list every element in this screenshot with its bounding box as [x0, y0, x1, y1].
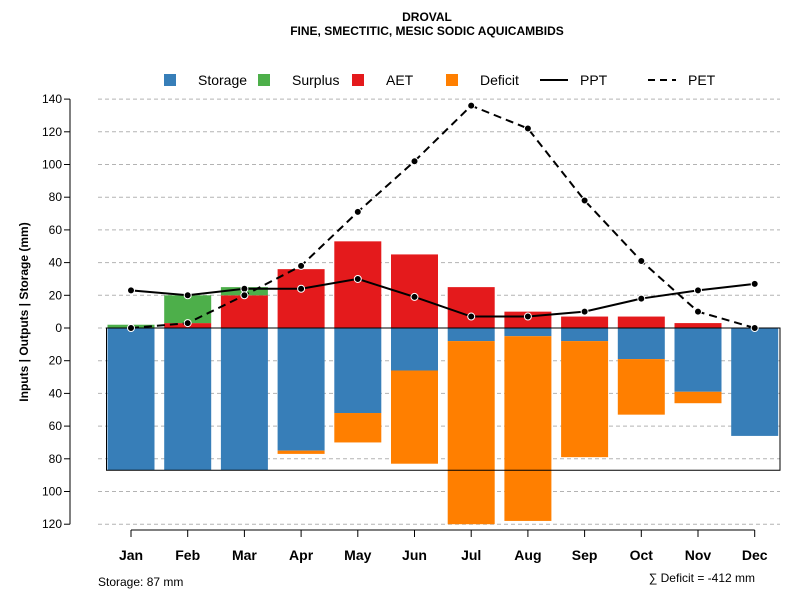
storage-bar [277, 328, 325, 451]
x-tick-label: Dec [742, 547, 768, 563]
x-tick-label: Oct [630, 547, 654, 563]
ppt-point [183, 291, 192, 300]
deficit-bar [447, 341, 495, 525]
ppt-point [127, 286, 135, 295]
ppt-point [410, 292, 419, 301]
x-tick-label: Aug [514, 547, 541, 563]
bars [106, 241, 781, 525]
y-tick-label: 120 [42, 125, 62, 139]
y-tick-label: 0 [55, 321, 62, 335]
pet-point [127, 324, 135, 332]
chart-title: DROVAL [402, 10, 452, 24]
chart-subtitle: FINE, SMECTITIC, MESIC SODIC AQUICAMBIDS [290, 24, 564, 38]
storage-bar [334, 328, 382, 414]
aet-bar [617, 316, 665, 328]
storage-bar [107, 328, 155, 471]
x-tick-label: Feb [175, 547, 200, 563]
x-tick-label: Sep [572, 547, 598, 563]
pet-point [637, 256, 646, 265]
legend: Storage Surplus AET Deficit PPT PET [164, 72, 716, 88]
y-tick-label: 80 [49, 452, 63, 466]
surplus-bar [164, 295, 212, 324]
legend-swatch [446, 74, 458, 86]
axes: 140 120 100 80 60 40 20 0 20 40 60 80 100 120 Jan Feb Ma… [42, 92, 768, 563]
y-tick-label: 140 [42, 92, 62, 106]
pet-point [240, 291, 249, 300]
legend-label: AET [386, 72, 414, 88]
aet-bar [220, 295, 268, 328]
pet-point [297, 261, 306, 270]
ppt-point [637, 294, 646, 303]
legend-label: Surplus [292, 72, 339, 88]
storage-bar [731, 328, 779, 436]
storage-bar [391, 328, 438, 371]
x-tick-label: Nov [685, 547, 712, 563]
pet-line [130, 104, 755, 329]
pet-point [467, 101, 476, 110]
storage-bar [164, 328, 212, 471]
y-tick-label: 100 [42, 158, 62, 172]
deficit-note: ∑ Deficit = -412 mm [649, 571, 755, 585]
aet-bar [674, 323, 722, 328]
pet-point [750, 324, 759, 332]
ppt-point [750, 279, 759, 288]
legend-swatch [352, 74, 364, 86]
ppt-point [694, 286, 702, 295]
deficit-bar [561, 341, 609, 458]
y-tick-label: 100 [42, 485, 62, 499]
legend-label: PET [688, 72, 716, 88]
pet-point [410, 157, 419, 166]
storage-note: Storage: 87 mm [98, 575, 183, 589]
series-lines [127, 101, 759, 332]
y-tick-label: 20 [49, 354, 63, 368]
storage-bar [220, 328, 268, 471]
y-tick-label: 60 [49, 223, 63, 237]
ppt-point [353, 274, 362, 283]
x-tick-label: May [344, 547, 371, 563]
legend-label: PPT [580, 72, 608, 88]
y-tick-label: 120 [42, 517, 62, 531]
ppt-line [130, 277, 755, 318]
ppt-point [467, 312, 476, 321]
storage-bar [617, 328, 665, 360]
aet-bar [277, 269, 325, 328]
deficit-bar [617, 359, 665, 415]
pet-point [353, 207, 362, 216]
y-tick-label: 40 [49, 256, 63, 270]
pet-point [580, 196, 589, 205]
y-axis-label: Inputs | Outputs | Storage (mm) [17, 222, 31, 401]
storage-bar [504, 328, 552, 337]
deficit-bar [277, 450, 325, 454]
x-tick-label: Jul [461, 547, 481, 563]
aet-bar [447, 287, 495, 328]
y-tick-label: 40 [49, 386, 63, 400]
x-tick-label: Mar [232, 547, 257, 563]
pet-point [523, 124, 532, 133]
aet-bar [561, 316, 609, 328]
ppt-point [240, 284, 249, 293]
legend-swatch [164, 74, 176, 86]
deficit-bar [334, 413, 382, 443]
y-tick-label: 60 [49, 419, 63, 433]
deficit-bar [674, 391, 722, 404]
storage-bar [561, 328, 609, 342]
ppt-point [297, 284, 306, 293]
ppt-point [580, 307, 589, 316]
legend-label: Storage [198, 72, 247, 88]
ppt-point [523, 312, 532, 321]
pet-point [183, 319, 192, 328]
storage-bar [674, 328, 722, 392]
storage-bar [447, 328, 495, 342]
deficit-bar [391, 370, 438, 464]
legend-label: Deficit [480, 72, 519, 88]
x-tick-label: Jun [402, 547, 427, 563]
y-tick-label: 80 [49, 190, 63, 204]
x-tick-label: Apr [289, 547, 314, 563]
y-tick-label: 20 [49, 288, 63, 302]
pet-point [694, 307, 702, 316]
deficit-bar [504, 336, 552, 521]
x-tick-label: Jan [119, 547, 143, 563]
legend-swatch [258, 74, 270, 86]
